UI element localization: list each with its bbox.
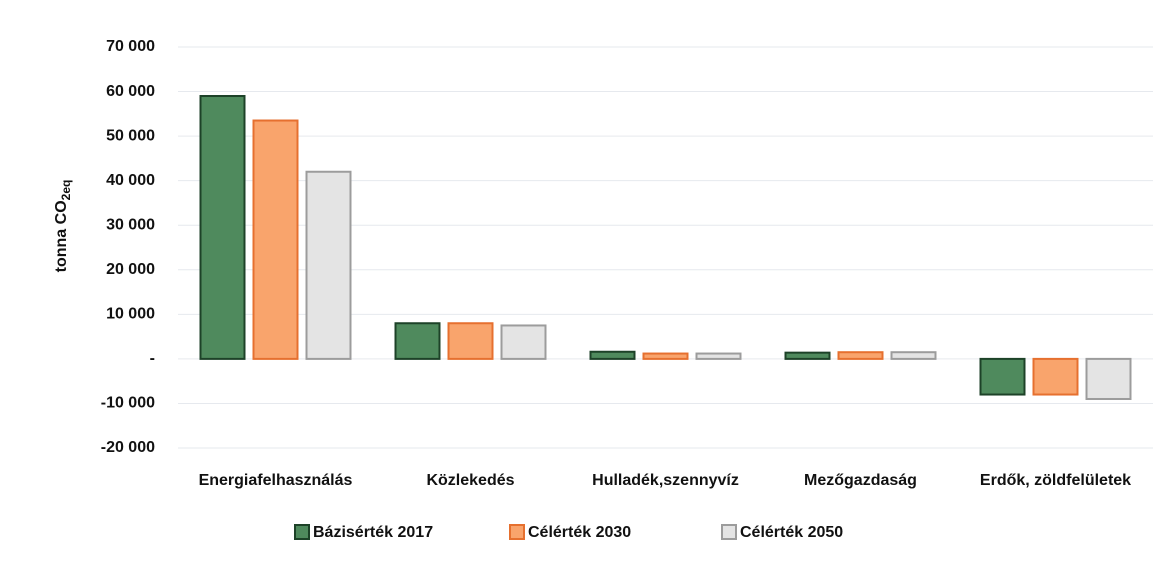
bar	[837, 351, 884, 360]
y-axis-label-sub: 2eq	[59, 180, 73, 201]
bar	[589, 350, 636, 360]
legend-swatch	[294, 524, 310, 540]
y-tick-label: 30 000	[106, 216, 155, 233]
legend-label: Célérték 2050	[740, 524, 843, 541]
legend-swatch	[509, 524, 525, 540]
bar	[252, 119, 299, 360]
bar	[695, 352, 742, 360]
y-tick-label: 10 000	[106, 306, 155, 323]
y-tick-label: 60 000	[106, 83, 155, 100]
bar	[447, 322, 494, 360]
x-tick-label: Erdők, zöldfelületek	[980, 472, 1131, 489]
bar	[890, 351, 937, 360]
x-tick-label: Mezőgazdaság	[804, 472, 917, 489]
legend-label: Célérték 2030	[528, 524, 631, 541]
bar	[784, 351, 831, 360]
x-tick-label: Hulladék,szennyvíz	[592, 472, 739, 489]
y-axis-label: tonna CO2eq	[53, 180, 73, 273]
y-tick-label: 50 000	[106, 127, 155, 144]
x-tick-label: Közlekedés	[426, 472, 514, 489]
y-tick-label: 40 000	[106, 172, 155, 189]
legend-swatch	[721, 524, 737, 540]
x-tick-label: Energiafelhasználás	[199, 472, 353, 489]
bar	[305, 170, 352, 360]
y-tick-label: -10 000	[101, 395, 155, 412]
legend-label: Bázisérték 2017	[313, 524, 433, 541]
bar	[394, 322, 441, 360]
bar	[642, 352, 689, 360]
y-tick-label: -	[150, 350, 155, 367]
y-tick-label: 70 000	[106, 38, 155, 55]
bar	[1085, 357, 1132, 400]
y-tick-label: -20 000	[101, 439, 155, 456]
y-axis-label-main: tonna CO	[53, 200, 70, 272]
bar	[979, 357, 1026, 396]
bar	[500, 324, 547, 360]
bar	[1032, 357, 1079, 396]
bar	[199, 95, 246, 360]
y-tick-label: 20 000	[106, 261, 155, 278]
